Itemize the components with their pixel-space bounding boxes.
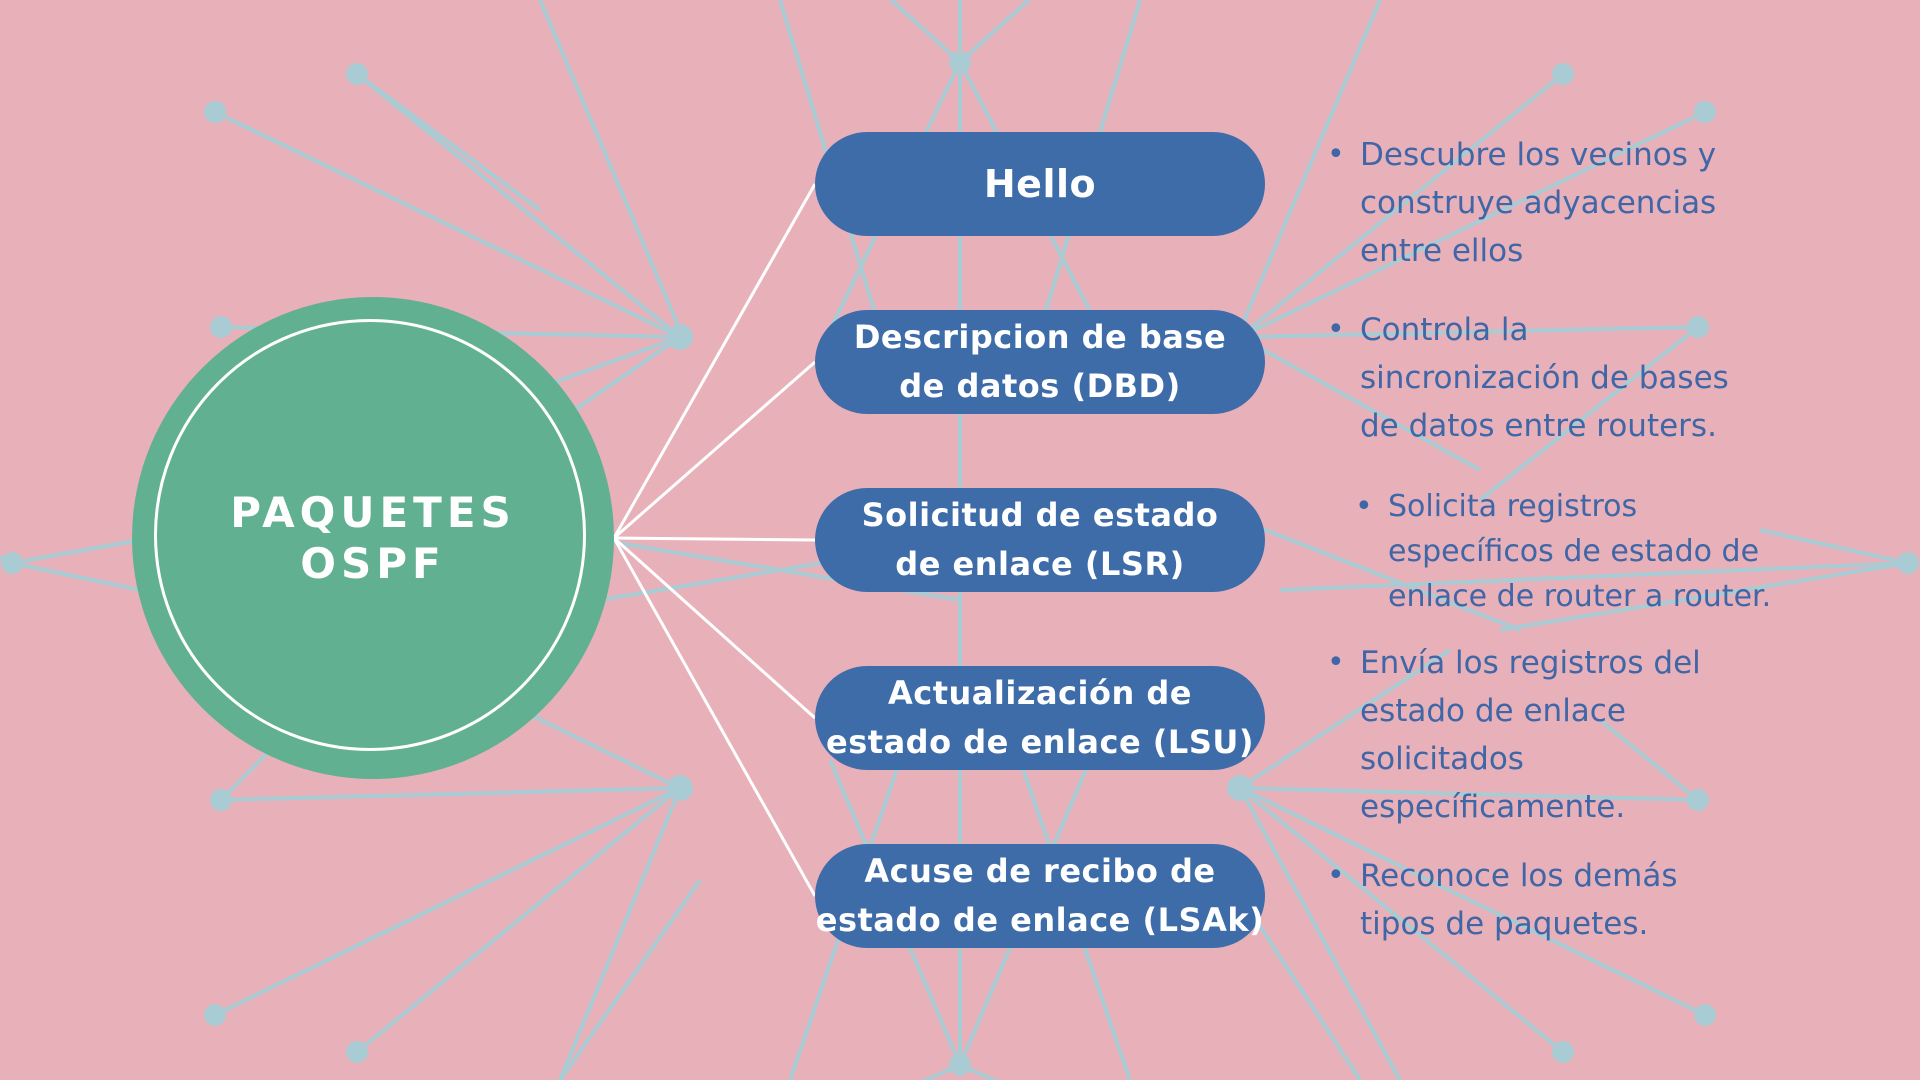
description-line: construye adyacencias <box>1360 185 1717 221</box>
bullet-icon: • <box>1327 137 1345 172</box>
description-line: entre ellos <box>1360 233 1524 269</box>
packet-hello: Hello <box>815 132 1265 236</box>
packet-lsak: Acuse de recibo de estado de enlace (LSA… <box>815 844 1265 948</box>
hub-circle: PAQUETES OSPF <box>132 297 614 779</box>
description-line: sincronización de bases <box>1360 360 1729 396</box>
description-line: estado de enlace <box>1360 693 1626 729</box>
description-line: específicamente. <box>1360 789 1626 825</box>
description-hello: • Descubre los vecinos y construye adyac… <box>1327 131 1717 275</box>
connector-hello <box>612 183 817 539</box>
connector-lsr <box>613 536 816 542</box>
description-line: Reconoce los demás <box>1360 858 1678 894</box>
description-line: específicos de estado de <box>1388 534 1760 569</box>
hub-title-line-1: PAQUETES <box>230 488 516 537</box>
description-lsr: • Solicita registros específicos de esta… <box>1355 484 1772 619</box>
connector-dbd <box>613 360 816 540</box>
description-line: Envía los registros del <box>1360 645 1701 681</box>
hub-title-line-2: OSPF <box>300 539 446 588</box>
description-line: de datos entre routers. <box>1360 408 1717 444</box>
description-line: Solicita registros <box>1388 489 1638 524</box>
description-lsu: • Envía los registros del estado de enla… <box>1327 639 1701 831</box>
packet-dbd: Descripcion de base de datos (DBD) <box>815 310 1265 414</box>
bullet-icon: • <box>1355 489 1373 524</box>
description-dbd: • Controla la sincronización de bases de… <box>1327 306 1729 450</box>
description-line: Controla la <box>1360 312 1529 348</box>
bullet-icon: • <box>1327 312 1345 347</box>
connector-lsak <box>612 537 817 897</box>
packet-lsu: Actualización de estado de enlace (LSU) <box>815 666 1265 770</box>
description-lsak: • Reconoce los demás tipos de paquetes. <box>1327 852 1678 948</box>
hub-title: PAQUETES OSPF <box>132 487 614 589</box>
connector-lsu <box>612 536 817 720</box>
description-line: tipos de paquetes. <box>1360 906 1649 942</box>
packet-lsr: Solicitud de estado de enlace (LSR) <box>815 488 1265 592</box>
description-line: enlace de router a router. <box>1388 579 1772 614</box>
bullet-icon: • <box>1327 645 1345 680</box>
description-line: solicitados <box>1360 741 1524 777</box>
hub-inner-ring <box>154 319 586 751</box>
bullet-icon: • <box>1327 858 1345 893</box>
description-line: Descubre los vecinos y <box>1360 137 1717 173</box>
